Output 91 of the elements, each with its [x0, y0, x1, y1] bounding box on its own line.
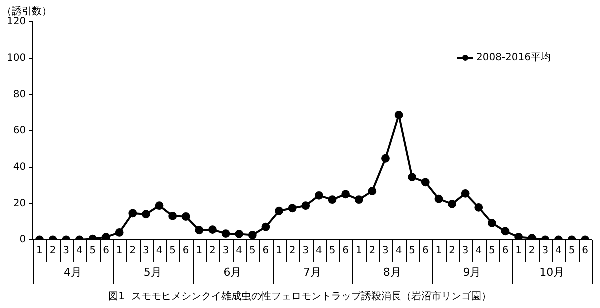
point: [314, 191, 324, 200]
x-tick-label: 1: [436, 246, 442, 257]
point: [195, 226, 204, 235]
x-tick-label: 3: [63, 246, 70, 257]
x-tick-label: 6: [342, 246, 349, 257]
text: 8月: [383, 266, 402, 279]
text: 10月: [540, 266, 565, 279]
x-tick-label: 2: [289, 246, 296, 257]
point: [448, 200, 456, 208]
point: [354, 196, 364, 204]
point: [474, 203, 484, 212]
x-tick-label: 1: [516, 246, 522, 257]
x-tick-label: 6: [262, 246, 270, 257]
point: [248, 231, 257, 240]
point: [222, 230, 230, 238]
point: [128, 209, 138, 218]
point: [302, 202, 310, 210]
point: [368, 187, 377, 196]
point: [262, 222, 270, 232]
point: [328, 196, 337, 204]
text: 7月: [304, 266, 322, 279]
point: [208, 226, 217, 234]
point: [394, 110, 404, 120]
point: [288, 204, 297, 213]
point: [501, 227, 510, 236]
point: [408, 173, 417, 182]
x-tick-label: 6: [422, 246, 429, 257]
x-tick-label: 4: [396, 246, 402, 257]
point: [461, 189, 470, 198]
point: [421, 178, 430, 187]
x-tick-label: 6: [582, 246, 589, 257]
x-tick-label: 2: [449, 246, 456, 257]
x-tick-label: 5: [170, 246, 176, 257]
x-tick-label: 6: [502, 246, 509, 257]
point: [382, 154, 390, 163]
x-tick-label: 1: [356, 246, 362, 257]
x-tick-label: 4: [556, 246, 562, 257]
x-tick-label: 2: [50, 246, 56, 257]
point: [102, 233, 110, 240]
x-tick-label: 3: [542, 246, 549, 257]
point: [514, 233, 524, 240]
point: [115, 228, 124, 237]
point: [275, 206, 284, 216]
y-tick-label: 100: [6, 52, 26, 64]
point: [168, 212, 178, 220]
x-tick-label: 3: [143, 246, 150, 257]
y-tick-label: 80: [13, 89, 26, 100]
x-tick-label: 2: [369, 246, 376, 257]
x-tick-label: 2: [528, 246, 536, 257]
x-tick-label: 4: [156, 246, 163, 257]
y-tick-label: 60: [13, 126, 26, 137]
x-tick-label: 2: [130, 246, 136, 257]
y-axis-title: （誘引数）: [2, 6, 52, 18]
x-tick-label: 3: [222, 246, 230, 257]
x-tick-label: 1: [116, 246, 123, 257]
x-tick-label: 5: [329, 246, 336, 257]
x-tick-label: 4: [236, 246, 243, 257]
x-tick-label: 6: [182, 246, 190, 257]
x-tick-label: 5: [489, 246, 496, 257]
x-tick-label: 5: [568, 246, 576, 257]
y-tick-label: 20: [13, 198, 26, 210]
point: [488, 219, 496, 228]
x-tick-label: 1: [276, 246, 282, 257]
text: 図1 スモモヒメシンクイ雄成虫の性フェロモントラップ誘殺消長（岩沼市リンゴ園）: [108, 290, 492, 303]
x-tick-label: 5: [90, 246, 96, 257]
text: 9月: [463, 266, 482, 279]
legend-label: 2008-2016平均: [476, 52, 552, 64]
x-tick-label: 3: [382, 246, 389, 257]
x-tick-label: 1: [196, 246, 203, 257]
text: 6月: [224, 266, 242, 279]
x-tick-label: 4: [316, 246, 322, 257]
x-tick-label: 3: [302, 246, 310, 257]
y-tick-label: 0: [20, 234, 26, 246]
point: [342, 190, 350, 199]
point: [235, 230, 244, 238]
text: 4月: [64, 266, 82, 279]
x-tick-label: 5: [409, 246, 416, 257]
y-tick-label: 40: [13, 162, 26, 173]
x-tick-label: 1: [36, 246, 43, 257]
x-tick-label: 3: [462, 246, 469, 257]
text: 5月: [144, 266, 162, 279]
x-tick-label: 2: [210, 246, 216, 257]
point: [155, 202, 164, 210]
x-tick-label: 5: [249, 246, 256, 257]
x-tick-label: 4: [76, 246, 83, 257]
point: [182, 212, 190, 221]
x-tick-label: 6: [103, 246, 110, 257]
point: [142, 210, 150, 219]
x-tick-label: 4: [476, 246, 482, 257]
point: [434, 194, 444, 204]
y-tick-label: 120: [6, 16, 26, 28]
